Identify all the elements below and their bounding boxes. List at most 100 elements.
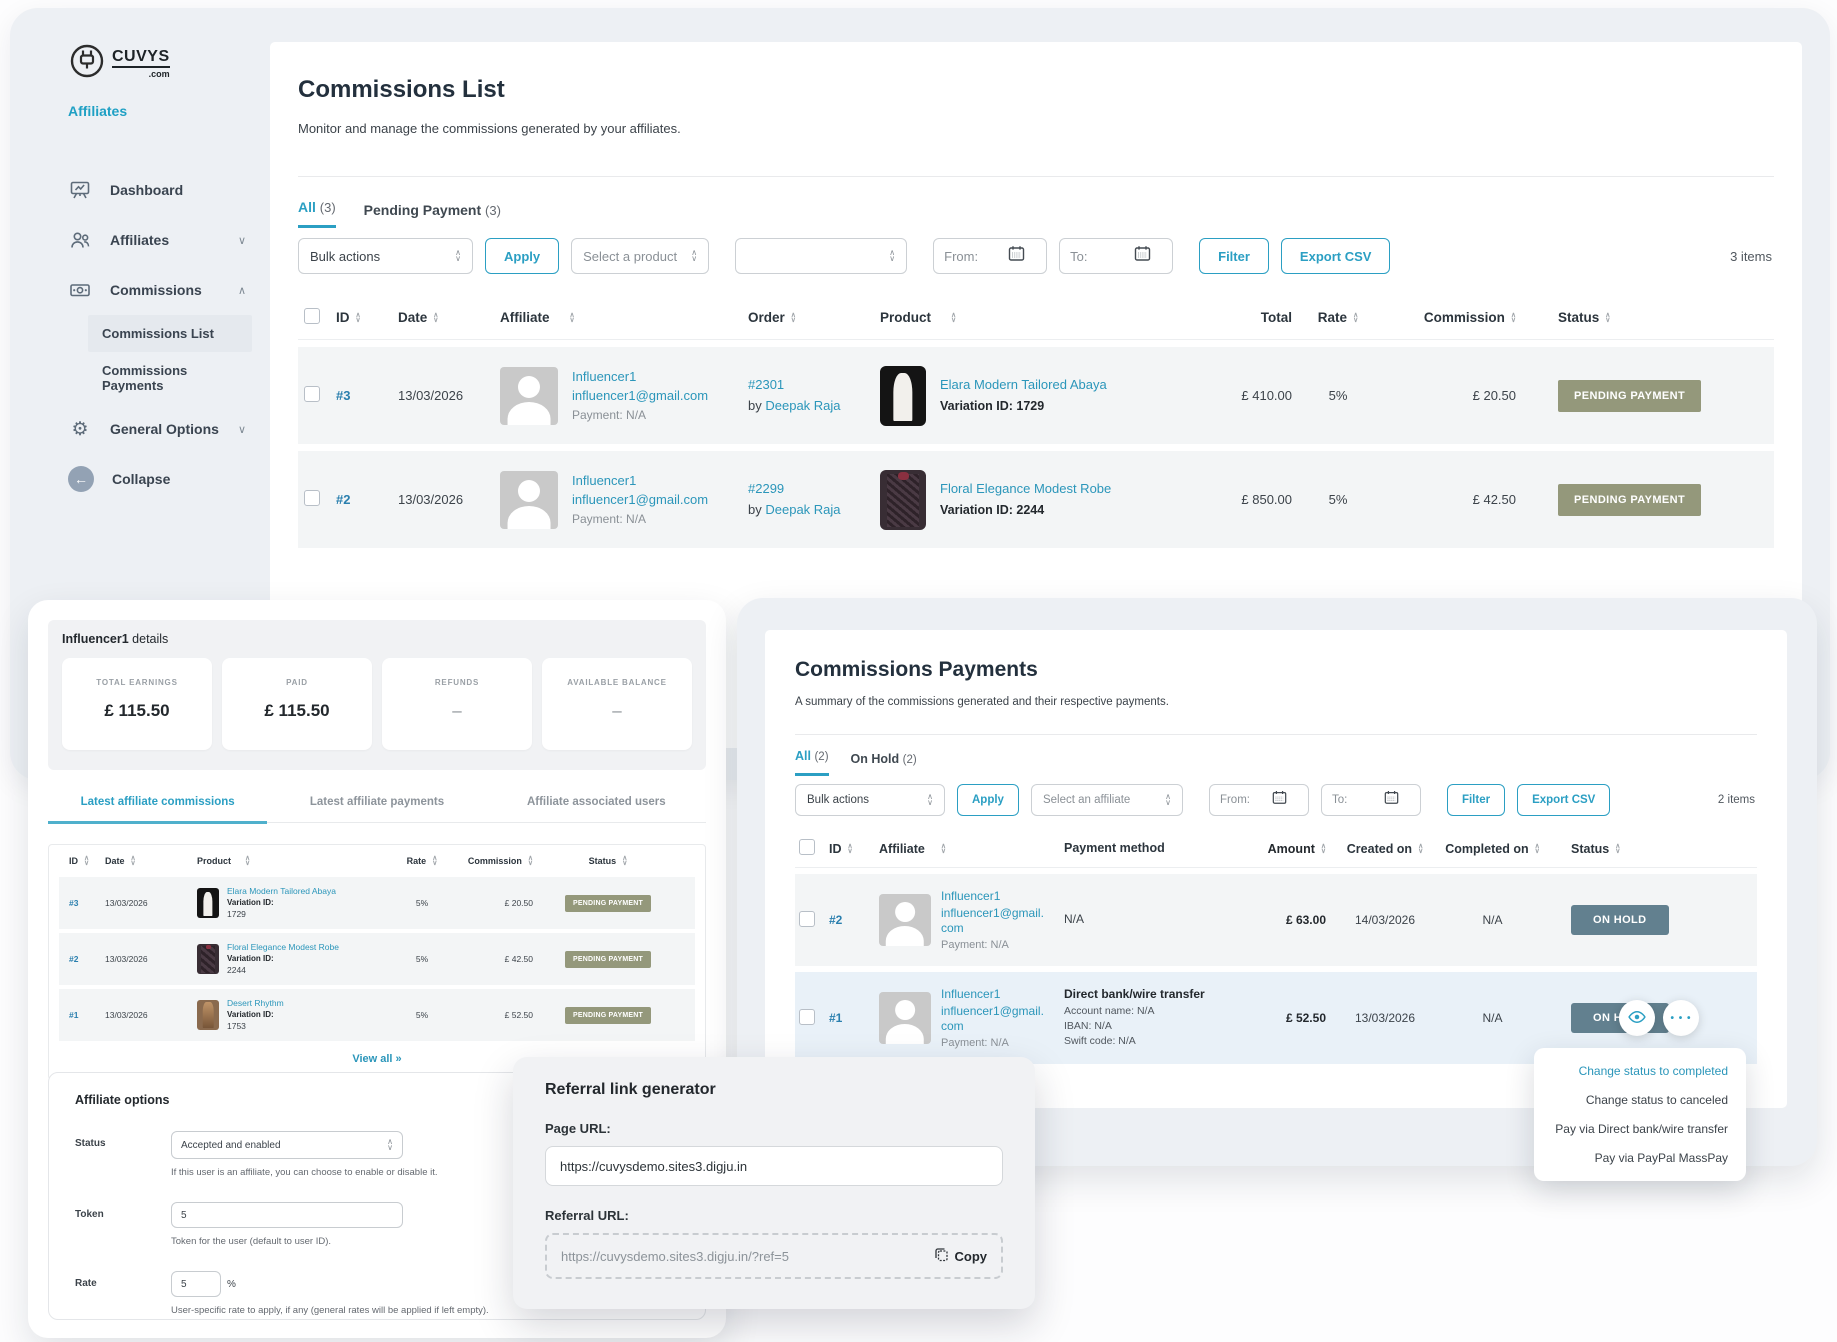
payment-id-link[interactable]: #2 <box>829 913 843 927</box>
sidebar-label-commissions: Commissions <box>110 282 202 298</box>
view-payment-button[interactable] <box>1619 1000 1655 1036</box>
menu-item-pay-direct-bank[interactable]: Pay via Direct bank/wire transfer <box>1555 1122 1728 1136</box>
tab-affiliate-associated-users[interactable]: Affiliate associated users <box>526 796 666 808</box>
date-from-input[interactable] <box>944 248 1003 264</box>
sidebar-item-commissions-list[interactable]: Commissions List <box>88 315 252 352</box>
commissions-icon <box>68 279 92 301</box>
customer-link[interactable]: Deepak Raja <box>765 501 841 517</box>
commission-id-link[interactable]: #1 <box>69 1010 79 1020</box>
sidebar-item-collapse[interactable]: ← Collapse <box>68 454 246 504</box>
sort-icon: ∧ ∨ <box>1534 843 1540 856</box>
rate-input[interactable] <box>171 1271 221 1297</box>
affiliate-email-link[interactable]: influencer1@gmail.com <box>941 1004 1044 1033</box>
commission-id-link[interactable]: #3 <box>336 388 351 403</box>
date-from-input[interactable] <box>1219 794 1266 806</box>
row-checkbox[interactable] <box>304 386 320 402</box>
stat-card-available-balance: AVAILABLE BALANCE – <box>542 658 692 750</box>
commissions-table: ID ∧ ∨ Date ∧ ∨ Affiliate ∧ ∨ Order ∧ ∨ Product ∧… <box>298 296 1774 548</box>
tab-on-hold[interactable]: On Hold (2) <box>850 752 917 766</box>
sidebar-item-commissions[interactable]: Commissions ∧ <box>68 265 246 315</box>
sidebar-item-general-options[interactable]: ⚙ General Options ∨ <box>68 404 246 454</box>
select-product-select[interactable]: Select a product ∧ ∨ <box>571 238 710 274</box>
product-link[interactable]: Elara Modern Tailored Abaya <box>940 376 1107 392</box>
bulk-actions-select[interactable]: Bulk actions ∧ ∨ <box>795 784 945 816</box>
date-to-field[interactable] <box>1059 238 1174 274</box>
plug-logo-icon <box>68 38 110 89</box>
payment-id-link[interactable]: #1 <box>829 1011 843 1025</box>
filter-button[interactable]: Filter <box>1199 238 1269 274</box>
row-checkbox[interactable] <box>799 1008 815 1025</box>
table-row: #2 Influencer1 influencer1@gmail.com Pay… <box>795 874 1757 966</box>
affiliate-name-link[interactable]: Influencer1 <box>572 368 637 384</box>
affiliate-email-link[interactable]: influencer1@gmail.com <box>572 491 709 507</box>
date-to-field[interactable] <box>1320 784 1421 816</box>
tab-pending-payment[interactable]: Pending Payment (3) <box>363 202 501 218</box>
sidebar-item-affiliates[interactable]: Affiliates ∨ <box>68 215 246 265</box>
table-row: #3 13/03/2026 Influencer1 influencer1@gm… <box>298 347 1774 444</box>
avatar <box>879 894 931 946</box>
copy-button[interactable]: Copy <box>934 1247 987 1265</box>
commission-id-link[interactable]: #2 <box>336 492 351 507</box>
tab-latest-affiliate-payments[interactable]: Latest affiliate payments <box>309 796 445 808</box>
filter-button[interactable]: Filter <box>1446 784 1506 816</box>
affiliate-payment: Payment: N/A <box>572 408 647 423</box>
customer-link[interactable]: Deepak Raja <box>765 397 841 413</box>
date-from-field[interactable] <box>933 238 1048 274</box>
apply-button[interactable]: Apply <box>957 784 1019 816</box>
date-to-input[interactable] <box>1070 248 1129 264</box>
page-title: Commissions List <box>298 76 505 103</box>
table-header-row: ID ∧ ∨ Date ∧ ∨ Product ∧ ∨ Rate ∧ ∨ Commission ∧… <box>69 855 628 868</box>
product-link[interactable]: Desert Rhythm <box>227 997 284 1008</box>
sidebar-item-dashboard[interactable]: Dashboard <box>68 165 246 215</box>
sort-icon: ∧ ∨ <box>527 855 533 868</box>
avatar <box>500 470 558 529</box>
token-input[interactable] <box>171 1202 403 1228</box>
page-url-input[interactable] <box>545 1146 1003 1186</box>
affiliate-email-link[interactable]: influencer1@gmail.com <box>941 906 1044 935</box>
items-count: 3 items <box>1730 248 1772 264</box>
commission-id-link[interactable]: #3 <box>69 898 79 908</box>
product-link-affiliates[interactable]: Affiliates <box>68 103 128 119</box>
product-link[interactable]: Elara Modern Tailored Abaya <box>227 885 336 896</box>
select-affiliate-select[interactable]: Select an affiliate ∧ ∨ <box>1030 784 1183 816</box>
bulk-actions-select[interactable]: Bulk actions ∧ ∨ <box>298 238 473 274</box>
affiliate-name-link[interactable]: Influencer1 <box>572 472 637 488</box>
menu-item-pay-paypal-masspay[interactable]: Pay via PayPal MassPay <box>1594 1151 1728 1165</box>
product-link[interactable]: Floral Elegance Modest Robe <box>227 941 339 952</box>
tab-latest-affiliate-commissions[interactable]: Latest affiliate commissions <box>48 796 268 824</box>
sort-icon: ∧ ∨ <box>245 855 251 867</box>
affiliate-name-link[interactable]: Influencer1 <box>941 987 1001 1001</box>
tab-all[interactable]: All (3) <box>298 199 336 228</box>
apply-button[interactable]: Apply <box>485 238 560 274</box>
affiliate-email-link[interactable]: influencer1@gmail.com <box>572 387 709 403</box>
status-badge: PENDING PAYMENT <box>1558 379 1702 412</box>
status-select[interactable]: Accepted and enabled ∧ ∨ <box>171 1131 403 1159</box>
gear-icon: ⚙ <box>71 418 89 440</box>
date-from-field[interactable] <box>1208 784 1309 816</box>
affiliate-name-link[interactable]: Influencer1 <box>941 889 1001 903</box>
order-link[interactable]: #2301 <box>748 376 785 392</box>
view-all-link[interactable]: View all » <box>352 1053 402 1065</box>
sidebar-item-commissions-payments[interactable]: Commissions Payments <box>102 363 188 393</box>
row-checkbox[interactable] <box>799 910 815 927</box>
product-link[interactable]: Floral Elegance Modest Robe <box>940 480 1112 496</box>
avatar <box>879 992 931 1044</box>
menu-item-change-status-canceled[interactable]: Change status to canceled <box>1585 1093 1728 1107</box>
row-checkbox[interactable] <box>304 490 320 506</box>
calendar-icon <box>1008 245 1025 267</box>
avatar <box>500 366 558 425</box>
select-all-checkbox[interactable] <box>304 308 320 324</box>
export-csv-button[interactable]: Export CSV <box>1280 238 1391 274</box>
status-badge: PENDING PAYMENT <box>565 1006 651 1024</box>
row-actions-menu-button[interactable]: • • • <box>1663 1000 1699 1036</box>
date-to-input[interactable] <box>1331 794 1378 806</box>
order-link[interactable]: #2299 <box>748 480 785 496</box>
select-all-checkbox[interactable] <box>799 839 815 855</box>
tab-all[interactable]: All (2) <box>795 749 829 776</box>
menu-item-change-status-completed[interactable]: Change status to completed <box>1578 1064 1728 1078</box>
chevron-up-icon: ∧ <box>237 284 246 297</box>
empty-filter-select[interactable]: ∧ ∨ <box>735 238 908 274</box>
row-actions-menu: Change status to completed Change status… <box>1534 1048 1746 1181</box>
export-csv-button[interactable]: Export CSV <box>1517 784 1611 816</box>
commission-id-link[interactable]: #2 <box>69 954 79 964</box>
